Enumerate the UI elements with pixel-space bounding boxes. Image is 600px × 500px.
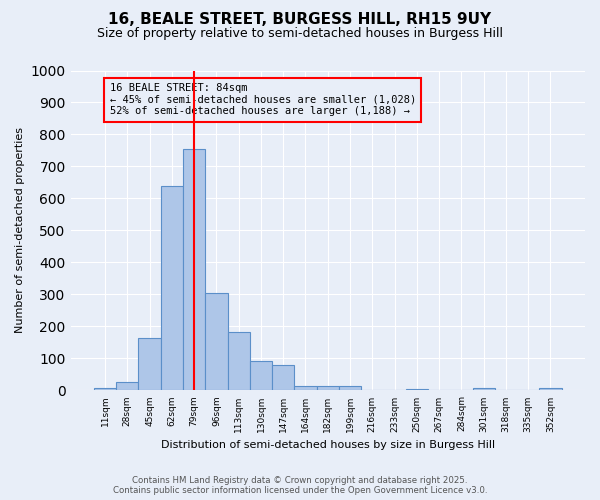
Text: 16 BEALE STREET: 84sqm
← 45% of semi-detached houses are smaller (1,028)
52% of : 16 BEALE STREET: 84sqm ← 45% of semi-det… — [110, 84, 416, 116]
Bar — [406, 389, 428, 390]
Bar — [94, 388, 116, 390]
Bar — [227, 332, 250, 390]
Bar — [183, 149, 205, 390]
Y-axis label: Number of semi-detached properties: Number of semi-detached properties — [15, 128, 25, 334]
Bar — [205, 293, 227, 390]
Bar — [295, 386, 317, 390]
Bar — [139, 338, 161, 390]
Text: Size of property relative to semi-detached houses in Burgess Hill: Size of property relative to semi-detach… — [97, 28, 503, 40]
Bar — [161, 186, 183, 390]
Bar — [116, 382, 139, 390]
Bar — [539, 388, 562, 390]
Bar — [473, 388, 495, 390]
Text: 16, BEALE STREET, BURGESS HILL, RH15 9UY: 16, BEALE STREET, BURGESS HILL, RH15 9UY — [109, 12, 491, 28]
Bar — [317, 386, 339, 390]
Bar — [272, 366, 295, 390]
Text: Contains HM Land Registry data © Crown copyright and database right 2025.
Contai: Contains HM Land Registry data © Crown c… — [113, 476, 487, 495]
Bar — [339, 386, 361, 390]
X-axis label: Distribution of semi-detached houses by size in Burgess Hill: Distribution of semi-detached houses by … — [161, 440, 495, 450]
Bar — [250, 360, 272, 390]
